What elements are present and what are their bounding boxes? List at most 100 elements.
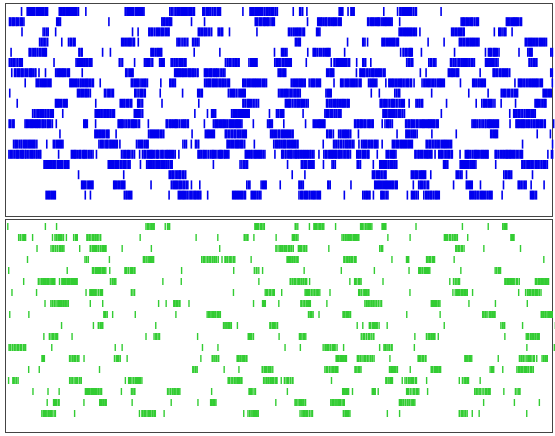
spike-tick [414,170,417,180]
spike-tick [164,223,166,230]
spike-tick [122,119,124,129]
spike-tick [102,129,105,139]
spike-tick [65,234,68,241]
spike-tick [253,388,255,395]
spike-tick [299,88,302,98]
spike-tick [112,180,115,190]
spike-tick [197,149,199,159]
spike-tick [168,119,171,129]
spike-tick [332,399,335,406]
spike-tick [92,267,95,274]
spike-tick [63,278,65,285]
spike-tick [475,149,477,159]
spike-tick [58,234,60,241]
spike-tick [302,109,304,118]
spike-tick [99,139,102,149]
spike-tick [60,98,63,108]
spike-tick [307,98,309,108]
spike-tick [358,289,361,296]
spike-tick [476,37,479,47]
spike-tick [242,139,244,149]
spike-tick [278,58,281,67]
spike-tick [139,234,141,241]
spike-tick [209,256,212,263]
spike-tick [146,58,149,67]
spike-tick [412,190,415,200]
spike-tick [401,98,404,108]
spike-tick [332,160,335,169]
spike-tick [252,333,255,340]
spike-tick [178,58,181,67]
spike-tick [349,311,352,318]
spike-tick [340,98,342,108]
spike-tick [368,190,370,200]
spike-tick [414,7,417,16]
spike-tick [269,129,272,139]
spike-tick [237,109,240,118]
spike-tick [147,139,149,149]
spike-tick [389,109,392,118]
spike-tick [363,58,365,67]
spike-tick [523,109,525,118]
spike-tick [528,78,531,88]
spike-tick [138,7,141,16]
spike-tick [391,139,394,149]
spike-tick [291,149,293,159]
spike-tick [280,139,283,149]
spike-tick [89,58,92,67]
spike-tick [338,355,340,362]
spike-tick [71,149,74,159]
spike-tick [280,58,282,67]
spike-tick [55,160,57,169]
spike-tick [256,27,258,37]
spike-tick [303,190,306,200]
spike-tick [55,333,58,340]
spike-tick [272,17,274,27]
spike-tick [191,129,193,139]
spike-tick [136,7,139,16]
spike-tick [394,366,396,373]
spike-tick [74,37,76,47]
spike-tick [257,7,259,16]
spike-tick [102,139,104,149]
spike-tick [132,68,134,78]
spike-tick [501,27,503,37]
spike-tick [77,88,80,98]
spike-tick [221,27,224,37]
spike-tick [16,139,19,149]
spike-tick [89,300,91,307]
spike-tick [375,322,378,329]
spike-tick [132,289,134,296]
spike-tick [461,245,464,252]
spike-tick [396,129,398,139]
spike-tick [212,311,215,318]
spike-tick [266,289,269,296]
spike-tick [288,88,290,98]
spike-tick [63,98,66,108]
spike-tick [342,344,345,351]
spike-tick [372,333,374,340]
spike-tick [488,190,491,200]
spike-tick [350,7,353,16]
spike-tick [120,37,123,47]
spike-tick [299,180,301,190]
spike-tick [74,78,77,88]
spike-tick [30,149,33,159]
spike-tick [378,17,381,27]
spike-tick [476,17,479,27]
spike-tick [70,37,73,47]
spike-tick [161,98,163,108]
spike-tick [179,300,181,307]
spike-tick [415,190,418,200]
spike-tick [100,129,102,139]
spike-tick [336,344,338,351]
spike-tick [372,160,375,169]
spike-tick [28,7,30,16]
spike-tick [15,17,17,27]
spike-tick [313,289,316,296]
spike-tick [111,311,114,318]
spike-tick [150,47,152,57]
spike-tick [384,109,387,118]
spike-tick [481,311,484,318]
